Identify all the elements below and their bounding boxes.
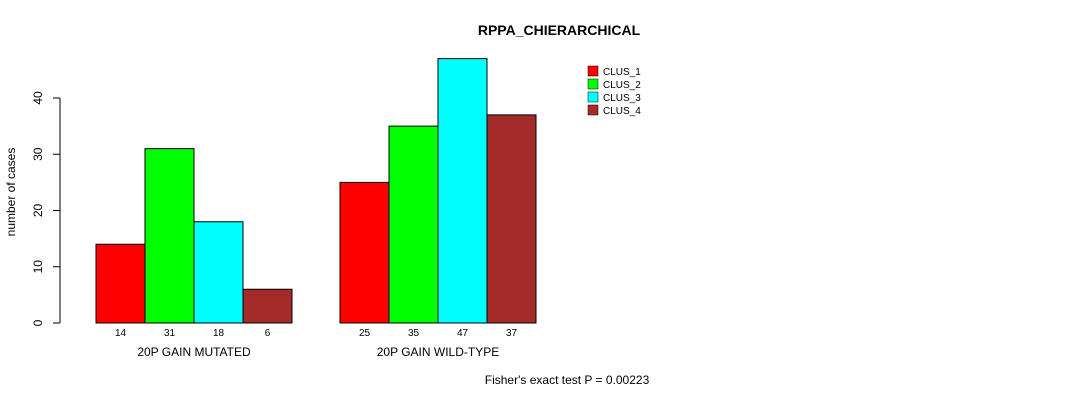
bar-count-label: 25 [359, 328, 371, 339]
bar-clus_4-group-1 [242, 288, 293, 324]
legend: CLUS_1 CLUS_2 CLUS_3 CLUS_4 [587, 65, 641, 117]
legend-swatch-clus_4 [587, 104, 599, 116]
group-label: 20P GAIN WILD-TYPE [377, 345, 499, 359]
bar-count-label: 35 [408, 328, 420, 339]
bar-count-label: 6 [265, 328, 271, 339]
bar-clus_2-group-2 [388, 125, 439, 324]
legend-label: CLUS_4 [603, 106, 641, 117]
group-labels: 20P GAIN MUTATED 20P GAIN WILD-TYPE [137, 345, 499, 359]
bar-clus_1-group-2 [339, 181, 390, 324]
legend-swatch-clus_3 [587, 91, 599, 103]
bar-count-label: 18 [213, 328, 225, 339]
y-tick-label: 20 [31, 204, 45, 218]
y-axis: 0 10 20 30 40 number of cases [4, 91, 61, 326]
legend-swatch-clus_1 [587, 65, 599, 77]
footnote: Fisher's exact test P = 0.00223 [485, 373, 650, 387]
bar-clus_1-group-1 [95, 243, 146, 324]
legend-swatch-clus_2 [587, 78, 599, 90]
y-axis-label: number of cases [4, 148, 18, 237]
legend-label: CLUS_3 [603, 93, 641, 104]
bar-labels: 14 31 18 6 25 35 47 37 [115, 328, 518, 339]
bar-count-label: 31 [164, 328, 176, 339]
bar-count-label: 37 [506, 328, 518, 339]
chart-title: RPPA_CHIERARCHICAL [478, 22, 641, 38]
legend-label: CLUS_1 [603, 67, 641, 78]
y-tick-label: 10 [31, 260, 45, 274]
bar-clus_4-group-2 [486, 114, 537, 324]
y-tick-label: 0 [31, 319, 45, 326]
y-ticks: 0 10 20 30 40 [31, 91, 60, 326]
bar-clus_3-group-2 [437, 58, 488, 324]
bar-clus_3-group-1 [193, 221, 244, 324]
y-tick-label: 30 [31, 147, 45, 161]
y-tick-label: 40 [31, 91, 45, 105]
bar-clus_2-group-1 [144, 148, 195, 324]
bar-count-label: 47 [457, 328, 469, 339]
group-label: 20P GAIN MUTATED [137, 345, 251, 359]
bar-count-label: 14 [115, 328, 127, 339]
legend-label: CLUS_2 [603, 80, 641, 91]
bars [95, 58, 537, 324]
